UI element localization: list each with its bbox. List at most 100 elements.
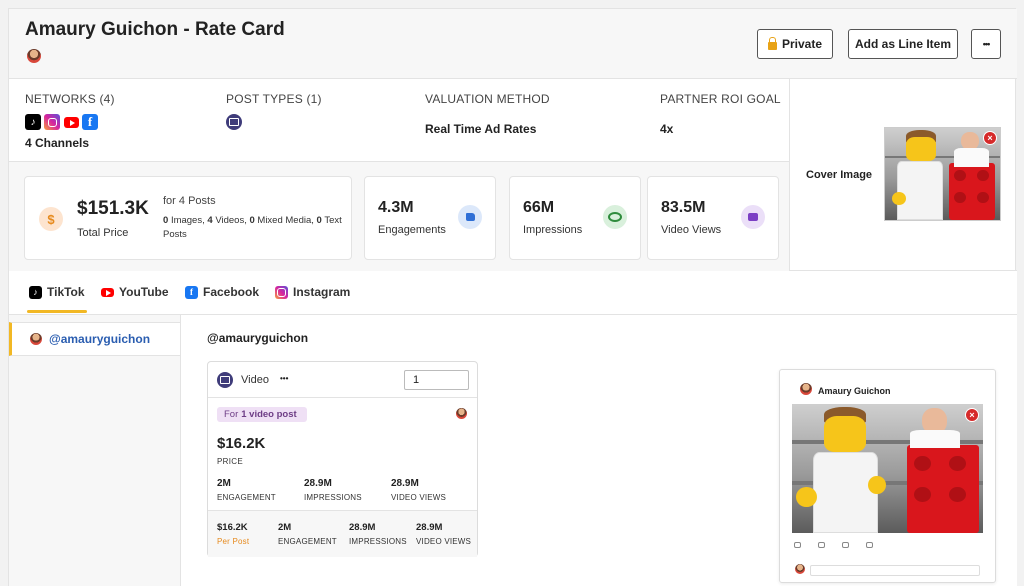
thumbs-up-icon bbox=[458, 205, 482, 229]
engagement-label: ENGAGEMENT bbox=[217, 493, 276, 502]
eye-icon bbox=[603, 205, 627, 229]
channels-count: 4 Channels bbox=[25, 136, 90, 150]
post-types-label: POST TYPES (1) bbox=[226, 92, 322, 106]
engagements-label: Engagements bbox=[378, 224, 446, 236]
video-play-icon bbox=[741, 205, 765, 229]
account-title: @amauryguichon bbox=[207, 331, 309, 345]
post-card-header: Video ••• bbox=[208, 362, 477, 398]
remove-preview-icon[interactable]: × bbox=[965, 408, 979, 422]
cover-image-panel: Cover Image × bbox=[789, 79, 1017, 271]
rate-card-page: Amaury Guichon - Rate Card Private Add a… bbox=[8, 8, 1017, 586]
post-options-icon[interactable]: ••• bbox=[280, 374, 289, 383]
more-options-button[interactable]: ••• bbox=[971, 29, 1001, 59]
networks-label: NETWORKS (4) bbox=[25, 92, 115, 106]
video-views-value: 83.5M bbox=[661, 199, 706, 216]
valuation-label: VALUATION METHOD bbox=[425, 92, 550, 106]
facebook-icon: f bbox=[185, 285, 198, 299]
preview-name: Amaury Guichon bbox=[818, 386, 891, 396]
account-list: @amauryguichon bbox=[9, 315, 181, 586]
tab-facebook-label: Facebook bbox=[203, 285, 260, 299]
network-icons: ♪ f bbox=[25, 114, 115, 130]
tab-instagram[interactable]: Instagram bbox=[275, 285, 350, 299]
remove-cover-icon[interactable]: × bbox=[983, 131, 997, 145]
impressions-value: 28.9M bbox=[304, 478, 332, 489]
footer-engagement-label: ENGAGEMENT bbox=[278, 537, 337, 546]
engagements-value: 4.3M bbox=[378, 199, 414, 216]
video-icon bbox=[226, 114, 242, 130]
video-views-label: VIDEO VIEWS bbox=[391, 493, 447, 502]
footer-impressions-label: IMPRESSIONS bbox=[349, 537, 407, 546]
youtube-icon bbox=[63, 114, 79, 130]
post-type-label: Video bbox=[241, 374, 269, 386]
instagram-icon bbox=[44, 114, 60, 130]
roi-value: 4x bbox=[660, 122, 674, 136]
creator-avatar bbox=[27, 49, 41, 63]
networks-section: NETWORKS (4) ♪ f 4 Channels bbox=[25, 92, 115, 150]
facebook-icon: f bbox=[82, 114, 98, 130]
post-preview: Amaury Guichon × bbox=[779, 369, 996, 583]
total-price-value: $151.3K bbox=[77, 198, 149, 219]
lock-icon bbox=[767, 37, 777, 50]
preview-image: × bbox=[792, 404, 983, 533]
post-price-label: PRICE bbox=[217, 457, 243, 466]
page-header: Amaury Guichon - Rate Card Private Add a… bbox=[9, 9, 1017, 79]
stats-row: $ $151.3K Total Price for 4 Posts 0 Imag… bbox=[9, 161, 789, 271]
tab-youtube-label: YouTube bbox=[119, 285, 169, 299]
engagements-card: 4.3M Engagements bbox=[364, 176, 496, 260]
like-icon bbox=[842, 542, 849, 548]
preview-avatar bbox=[800, 383, 812, 395]
tiktok-icon: ♪ bbox=[29, 285, 42, 299]
instagram-icon bbox=[275, 285, 288, 299]
footer-video-views-value: 28.9M bbox=[416, 522, 443, 533]
tiktok-icon: ♪ bbox=[25, 114, 41, 130]
video-views-value: 28.9M bbox=[391, 478, 419, 489]
private-button-label: Private bbox=[781, 37, 823, 51]
account-item[interactable]: @amauryguichon bbox=[9, 322, 180, 356]
impressions-value: 66M bbox=[523, 199, 555, 216]
quantity-input[interactable] bbox=[404, 370, 469, 390]
per-post-label: Per Post bbox=[217, 537, 250, 546]
impressions-label: IMPRESSIONS bbox=[304, 493, 362, 502]
comment-input[interactable] bbox=[810, 565, 980, 576]
post-card-footer: $16.2K Per Post 2M ENGAGEMENT 28.9M IMPR… bbox=[208, 510, 477, 557]
account-handle: @amauryguichon bbox=[49, 332, 151, 346]
post-price-value: $16.2K bbox=[217, 435, 266, 452]
account-avatar bbox=[30, 333, 42, 345]
preview-actions bbox=[794, 542, 873, 548]
rate-card-summary: NETWORKS (4) ♪ f 4 Channels POST TYPES (… bbox=[9, 79, 1017, 271]
share-icon bbox=[866, 542, 873, 548]
tab-instagram-label: Instagram bbox=[293, 285, 351, 299]
tab-facebook[interactable]: f Facebook bbox=[185, 285, 259, 299]
total-price-card: $ $151.3K Total Price for 4 Posts 0 Imag… bbox=[24, 176, 352, 260]
info-row: NETWORKS (4) ♪ f 4 Channels POST TYPES (… bbox=[9, 79, 789, 161]
tab-tiktok[interactable]: ♪ TikTok bbox=[27, 285, 87, 313]
tab-tiktok-label: TikTok bbox=[47, 285, 85, 299]
cover-image[interactable]: × bbox=[884, 127, 1001, 221]
valuation-section: VALUATION METHOD Real Time Ad Rates bbox=[425, 92, 550, 136]
engagement-value: 2M bbox=[217, 478, 231, 489]
footer-impressions-value: 28.9M bbox=[349, 522, 376, 533]
post-count-badge: For 1 video post bbox=[217, 407, 307, 422]
repost-icon bbox=[818, 542, 825, 548]
posts-count: for 4 Posts bbox=[163, 195, 216, 207]
video-views-label: Video Views bbox=[661, 224, 722, 236]
more-icon: ••• bbox=[982, 39, 991, 49]
impressions-card: 66M Impressions bbox=[509, 176, 641, 260]
add-line-item-button[interactable]: Add as Line Item bbox=[848, 29, 958, 59]
video-views-card: 83.5M Video Views bbox=[647, 176, 779, 260]
video-icon bbox=[217, 372, 233, 388]
private-button[interactable]: Private bbox=[757, 29, 833, 59]
tab-youtube[interactable]: YouTube bbox=[101, 285, 169, 299]
comment-icon bbox=[794, 542, 801, 548]
roi-section: PARTNER ROI GOAL 4x bbox=[660, 92, 781, 136]
cover-image-label: Cover Image bbox=[806, 169, 873, 181]
dollar-icon: $ bbox=[39, 207, 63, 231]
total-price-label: Total Price bbox=[77, 227, 129, 239]
commenter-avatar bbox=[795, 564, 805, 574]
impressions-label: Impressions bbox=[523, 224, 583, 236]
footer-engagement-value: 2M bbox=[278, 522, 292, 533]
post-breakdown: 0 Images, 4 Videos, 0 Mixed Media, 0 Tex… bbox=[163, 215, 342, 240]
youtube-icon bbox=[101, 285, 114, 299]
